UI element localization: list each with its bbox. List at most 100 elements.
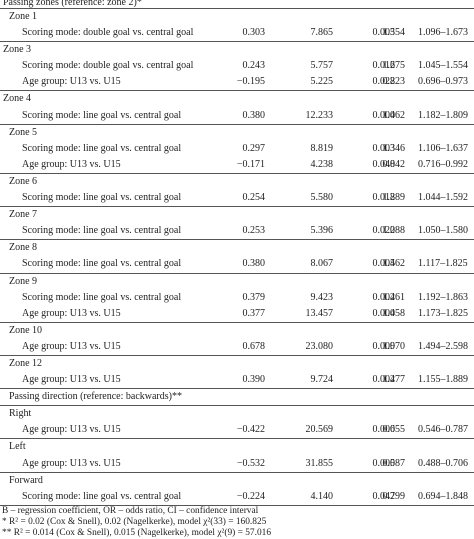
- group-label: Passing zones (reference: zone 2)*: [3, 0, 142, 8]
- confidence-interval-value: 1.045–1.554: [418, 60, 468, 72]
- row-label: Scoring mode: line goal vs. central goal: [22, 109, 182, 121]
- table-row: Age group: U13 vs. U15 −0.422 20.569 0.000 0…: [0, 422, 474, 440]
- table-row: Scoring mode: line goal vs. central goal…: [0, 141, 474, 157]
- confidence-interval-value: 1.192–1.863: [418, 291, 468, 303]
- group-label: Zone 7: [9, 209, 38, 221]
- wald-value: 20.569: [305, 424, 334, 436]
- odds-ratio-value: 1.477: [382, 374, 406, 386]
- odds-ratio-value: 1.458: [382, 307, 406, 319]
- wald-value: 13.457: [305, 307, 334, 319]
- row-label: Age group: U13 vs. U15: [22, 374, 121, 386]
- row-label: Scoring mode: line goal vs. central goal: [22, 490, 182, 502]
- row-label: Scoring mode: line goal vs. central goal: [22, 192, 182, 204]
- wald-value: 7.865: [310, 27, 334, 39]
- odds-ratio-value: 1.289: [382, 192, 406, 204]
- confidence-interval-value: 0.696–0.973: [418, 76, 468, 88]
- group-header-row: Forward: [0, 473, 474, 489]
- wald-value: 8.067: [310, 258, 334, 270]
- group-label: Zone 1: [9, 11, 38, 22]
- group-header-row: Left: [0, 439, 474, 455]
- table-row: Scoring mode: line goal vs. central goal…: [0, 256, 474, 274]
- b-value: −0.532: [236, 457, 265, 469]
- wald-value: 5.580: [310, 192, 334, 204]
- odds-ratio-value: 1.462: [382, 109, 406, 121]
- group-label: Zone 12: [9, 357, 43, 369]
- row-label: Scoring mode: line goal vs. central goal: [22, 142, 182, 154]
- b-value: 0.390: [242, 374, 266, 386]
- p-value: 0.000: [372, 340, 396, 352]
- odds-ratio-value: 1.275: [382, 60, 406, 72]
- row-label: Scoring mode: double goal vs. central go…: [22, 27, 194, 39]
- table-row: Age group: U13 vs. U15 0.390 9.724 0.002 1.4…: [0, 372, 474, 390]
- wald-value: 12.233: [305, 109, 334, 121]
- group-label: Zone 9: [9, 275, 38, 287]
- wald-value: 9.724: [310, 374, 334, 386]
- table-row: Scoring mode: double goal vs. central go…: [0, 25, 474, 43]
- table-row: Scoring mode: line goal vs. central goal…: [0, 108, 474, 125]
- odds-ratio-value: 1.354: [382, 27, 406, 39]
- b-value: −0.195: [236, 76, 265, 88]
- p-value: 0.000: [372, 109, 396, 121]
- group-header-row: Zone 9: [0, 274, 474, 290]
- odds-ratio-value: 0.587: [382, 457, 406, 469]
- footnote-zones-model-fit: * R² = 0.02 (Cox & Snell), 0.02 (Nagelke…: [2, 516, 267, 527]
- confidence-interval-value: 1.155–1.889: [418, 374, 468, 386]
- p-value: 0.020: [372, 225, 396, 237]
- group-header-row: Zone 10: [0, 323, 474, 339]
- odds-ratio-value: 0.842: [382, 158, 406, 170]
- wald-value: 5.757: [310, 60, 334, 72]
- group-header-row: Zone 12: [0, 356, 474, 372]
- b-value: 0.254: [242, 192, 266, 204]
- b-value: −0.422: [236, 424, 265, 436]
- confidence-interval-value: 0.488–0.706: [418, 457, 468, 469]
- group-label: Forward: [9, 474, 43, 486]
- group-label: Passing direction (reference: backwards)…: [9, 391, 182, 403]
- table-row: Scoring mode: line goal vs. central goal…: [0, 223, 474, 241]
- b-value: −0.224: [236, 490, 265, 502]
- row-label: Age group: U13 vs. U15: [22, 457, 121, 469]
- section-header-row: Passing zones (reference: zone 2)*: [0, 0, 474, 9]
- table-row: Scoring mode: line goal vs. central goal…: [0, 290, 474, 306]
- confidence-interval-value: 1.494–2.598: [418, 340, 468, 352]
- b-value: 0.377: [242, 307, 266, 319]
- row-label: Age group: U13 vs. U15: [22, 340, 121, 352]
- group-header-row: Zone 7: [0, 207, 474, 223]
- confidence-interval-value: 0.716–0.992: [418, 158, 468, 170]
- group-label: Zone 6: [9, 175, 38, 187]
- group-header-row: Zone 5: [0, 125, 474, 141]
- b-value: −0.171: [236, 158, 265, 170]
- p-value: 0.022: [372, 76, 396, 88]
- table-footnotes: B – regression coefficient, OR – odds ra…: [0, 506, 474, 539]
- p-value: 0.040: [372, 158, 396, 170]
- table-row: Age group: U13 vs. U15 0.377 13.457 0.000 1.…: [0, 306, 474, 323]
- odds-ratio-value: 1.288: [382, 225, 406, 237]
- wald-value: 9.423: [310, 291, 334, 303]
- p-value: 0.018: [372, 192, 396, 204]
- row-label: Scoring mode: line goal vs. central goal: [22, 225, 182, 237]
- group-label: Right: [9, 408, 32, 420]
- footnote-direction-model-fit: ** R² = 0.014 (Cox & Snell), 0.015 (Nage…: [2, 527, 272, 538]
- odds-ratio-value: 0.655: [382, 424, 406, 436]
- odds-ratio-value: 1.346: [382, 142, 406, 154]
- footnote-abbreviations: B – regression coefficient, OR – odds ra…: [2, 505, 259, 516]
- confidence-interval-value: 0.694–1.848: [418, 490, 468, 502]
- group-header-row: Zone 6: [0, 174, 474, 190]
- table-row: Age group: U13 vs. U15 0.678 23.080 0.000 1.…: [0, 339, 474, 356]
- group-header-row: Zone 8: [0, 240, 474, 256]
- odds-ratio-value: 1.461: [382, 291, 406, 303]
- confidence-interval-value: 1.182–1.809: [418, 109, 468, 121]
- odds-ratio-value: 0.799: [382, 490, 406, 502]
- section-header-row: Passing direction (reference: backwards)…: [0, 389, 474, 407]
- group-header-row: Zone 1: [0, 9, 474, 25]
- confidence-interval-value: 1.173–1.825: [418, 307, 468, 319]
- row-label: Scoring mode: double goal vs. central go…: [22, 60, 194, 72]
- odds-ratio-value: 1.970: [382, 340, 406, 352]
- group-header-row: Zone 3: [0, 42, 474, 58]
- p-value: 0.003: [372, 142, 396, 154]
- b-value: 0.303: [242, 27, 266, 39]
- b-value: 0.297: [242, 142, 266, 154]
- wald-value: 31.855: [305, 457, 334, 469]
- table-body: Passing zones (reference: zone 2)* Zone 1…: [0, 0, 474, 506]
- group-label: Zone 8: [9, 242, 38, 254]
